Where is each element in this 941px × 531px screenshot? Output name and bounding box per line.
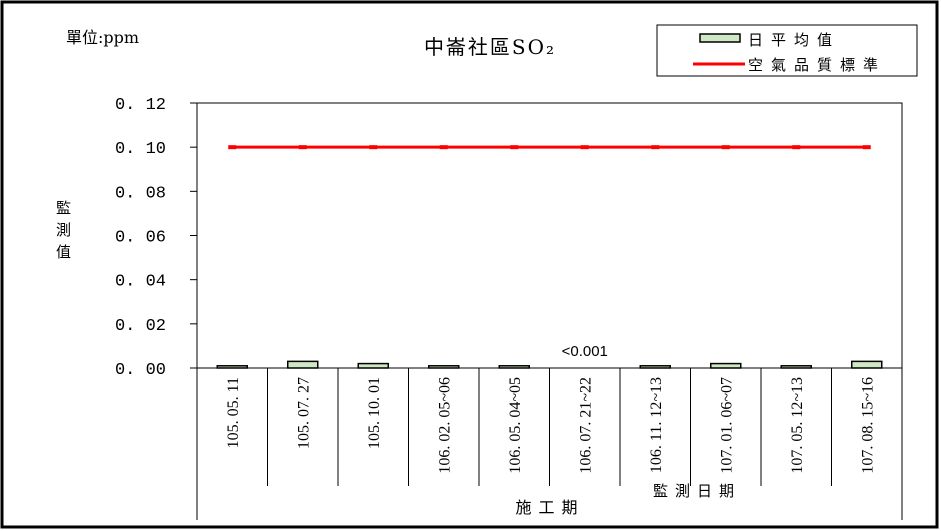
unit-label: 單位:ppm: [66, 28, 139, 47]
y-tick-label: 0. 12: [115, 96, 166, 115]
bar-daily-average: [498, 365, 530, 369]
bar-daily-average: [639, 365, 671, 369]
y-tick-label: 0. 02: [115, 317, 166, 336]
legend: 日平均值 空氣品質標準: [656, 24, 918, 77]
y-axis-label: 監測值: [54, 200, 72, 266]
legend-label-daily-average: 日平均值: [748, 31, 840, 49]
annotation-label: <0.001: [562, 343, 608, 360]
y-tick-label: 0. 10: [115, 140, 166, 159]
bar-daily-average: [287, 360, 319, 369]
legend-swatch-daily-average: [699, 33, 741, 43]
x-tick-label: 106. 07. 21~22: [577, 377, 594, 474]
x-tick-label: 106. 05. 04~05: [507, 377, 524, 474]
bar-daily-average: [780, 365, 812, 369]
y-tick-label: 0. 00: [115, 361, 166, 380]
x-tick-label: 105. 05. 11: [225, 377, 242, 448]
x-tick-label: 107. 05. 12~13: [789, 377, 806, 474]
bar-daily-average: [216, 365, 248, 369]
bar-daily-average: [710, 362, 742, 369]
x-tick-label: 107. 01. 06~07: [718, 377, 735, 474]
x-tick-label: 105. 10. 01: [366, 377, 383, 449]
x-tick-label: 105. 07. 27: [295, 377, 312, 449]
bar-daily-average: [851, 360, 883, 369]
y-tick-label: 0. 08: [115, 184, 166, 203]
x-axis: 105. 05. 11 105. 07. 27 105. 10. 01 106. 02…: [196, 368, 903, 520]
x-tick-label: 106. 02. 05~06: [436, 377, 453, 474]
bar-daily-average: [357, 362, 389, 369]
y-tick-label: 0. 06: [115, 229, 166, 248]
x-axis-secondary-label: 監測日期: [653, 482, 741, 500]
legend-label-air-quality-standard: 空氣品質標準: [748, 56, 886, 74]
y-axis: 0. 12 0. 10 0. 08 0. 06 0. 04 0. 02 0. 00: [115, 96, 197, 380]
x-tick-label: 107. 08. 15~16: [859, 377, 876, 474]
x-axis-label: 施工期: [515, 498, 584, 517]
bar-series-daily-average: [216, 360, 883, 369]
bar-daily-average: [428, 365, 460, 369]
y-tick-label: 0. 04: [115, 273, 166, 292]
x-tick-label: 106. 11. 12~13: [648, 377, 665, 473]
annotations: <0.001: [562, 343, 608, 360]
chart-title: 中崙社區SO₂: [424, 35, 556, 59]
